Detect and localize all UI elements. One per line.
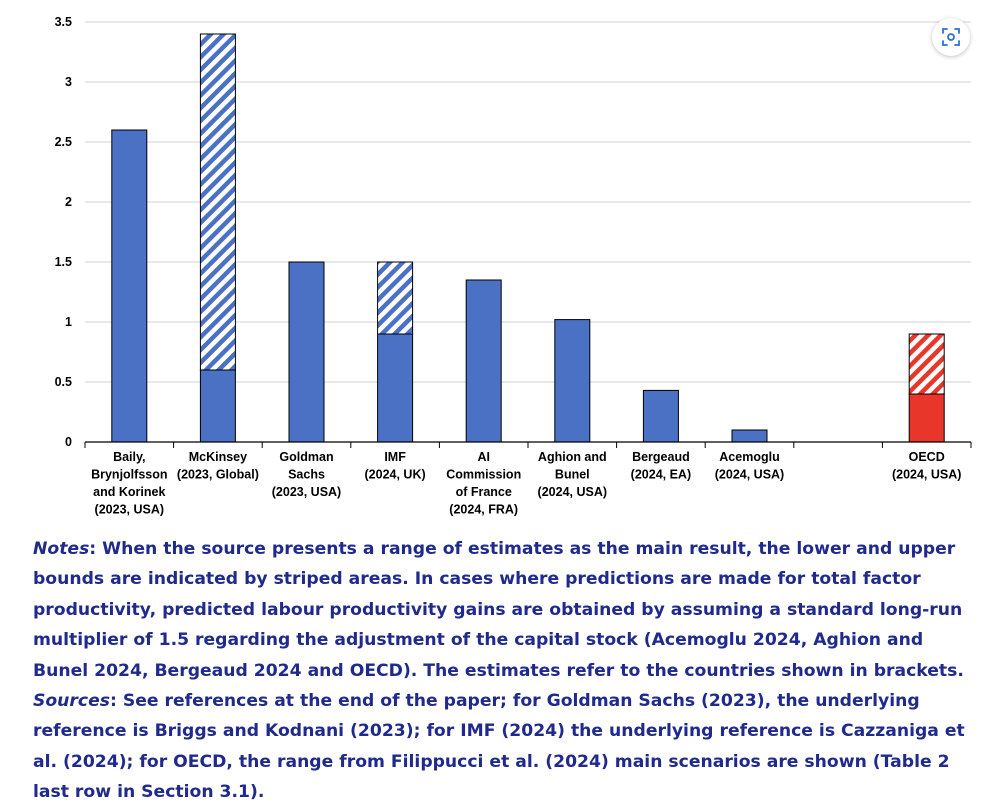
y-tick-label: 3.5 <box>55 15 72 29</box>
y-tick-label: 0.5 <box>55 375 72 389</box>
bar-lower <box>111 129 148 443</box>
bar-lower <box>199 369 236 443</box>
x-tick-label: Acemoglu (2024, USA) <box>715 450 784 482</box>
y-tick-label: 2 <box>65 195 72 209</box>
x-tick-label: AI Commission of France (2024, FRA) <box>446 450 521 517</box>
scan-icon <box>942 28 960 46</box>
y-axis-ticks: 0 0.5 1 1.5 2 2.5 3 3.5 <box>55 15 72 449</box>
x-tick-label: McKinsey (2023, Global) <box>177 450 259 482</box>
bar-range-striped <box>199 33 236 371</box>
bar-lower <box>731 429 768 443</box>
sources-paragraph: Sources: See references at the end of th… <box>33 686 983 808</box>
notes-label: Notes <box>33 539 90 559</box>
y-tick-label: 2.5 <box>55 135 72 149</box>
y-tick-label: 0 <box>65 435 72 449</box>
bars <box>111 33 945 443</box>
bar-lower <box>465 279 502 443</box>
notes-text: : When the source presents a range of es… <box>33 539 964 681</box>
sources-label: Sources <box>33 691 110 712</box>
bar-lower <box>288 261 325 443</box>
y-tick-label: 1.5 <box>55 255 72 269</box>
bar-lower <box>908 393 945 443</box>
x-tick-label: OECD (2024, USA) <box>892 450 961 482</box>
bar-range-striped <box>377 261 414 335</box>
bar-range-striped <box>908 333 945 395</box>
y-tick-label: 1 <box>65 315 72 329</box>
bar-chart: 0 0.5 1 1.5 2 2.5 3 3.5 Baily, Brynjolfsson and K… <box>55 15 972 517</box>
sources-text: : See references at the end of the paper… <box>33 691 965 803</box>
x-tick-label: Aghion and Bunel (2024, USA) <box>538 450 607 499</box>
x-tick-label: IMF (2024, UK) <box>365 450 426 482</box>
bar-lower <box>642 389 679 443</box>
x-tick-label: Bergeaud (2024, EA) <box>631 450 691 482</box>
chart-notes: Notes: When the source presents a range … <box>33 534 983 808</box>
bar-lower <box>554 319 591 443</box>
y-tick-label: 3 <box>65 75 72 89</box>
x-axis-labels: Baily, Brynjolfsson and Korinek (2023, USA)… <box>91 450 961 517</box>
notes-paragraph: Notes: When the source presents a range … <box>33 534 983 686</box>
x-tick-label: Baily, Brynjolfsson and Korinek (2023, USA) <box>91 450 167 517</box>
bar-lower <box>377 333 414 443</box>
x-axis <box>84 441 972 448</box>
scan-button[interactable] <box>932 18 970 56</box>
x-tick-label: Goldman Sachs (2023, USA) <box>272 450 341 499</box>
